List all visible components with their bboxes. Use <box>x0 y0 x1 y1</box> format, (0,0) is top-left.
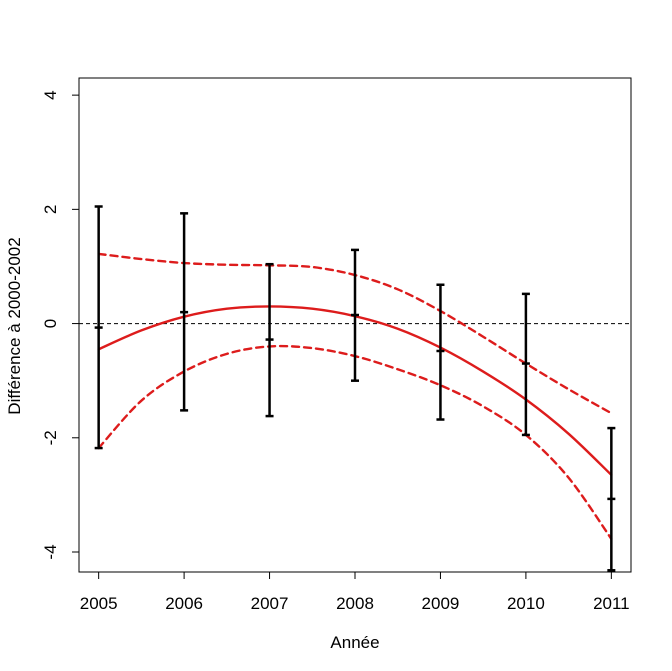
y-axis-label: Différence à 2000-2002 <box>5 237 24 414</box>
x-tick-label: 2007 <box>251 594 289 613</box>
y-tick-label: 4 <box>41 90 60 99</box>
error-bar-2009 <box>436 283 445 421</box>
error-bar-2007 <box>265 262 274 418</box>
x-axis: 2005 2006 2007 2008 2009 2010 2011 <box>80 571 630 613</box>
y-axis: -4 -2 0 2 4 <box>41 90 80 560</box>
y-tick-label: 2 <box>41 205 60 214</box>
error-bar-2010 <box>521 292 530 437</box>
error-bar-2011 <box>607 426 616 572</box>
x-axis-label: Année <box>330 633 379 652</box>
x-tick-label: 2011 <box>593 594 630 613</box>
x-tick-label: 2008 <box>336 594 374 613</box>
error-bar-2005 <box>94 205 103 450</box>
y-tick-label: -4 <box>41 544 60 559</box>
y-tick-label: 0 <box>41 319 60 328</box>
x-tick-label: 2006 <box>165 594 203 613</box>
error-bars <box>94 205 616 572</box>
error-bar-2008 <box>351 248 359 382</box>
x-tick-label: 2010 <box>507 594 545 613</box>
error-bar-2006 <box>180 212 189 412</box>
x-tick-label: 2005 <box>80 594 118 613</box>
x-tick-label: 2009 <box>422 594 460 613</box>
y-tick-label: -2 <box>41 430 60 445</box>
